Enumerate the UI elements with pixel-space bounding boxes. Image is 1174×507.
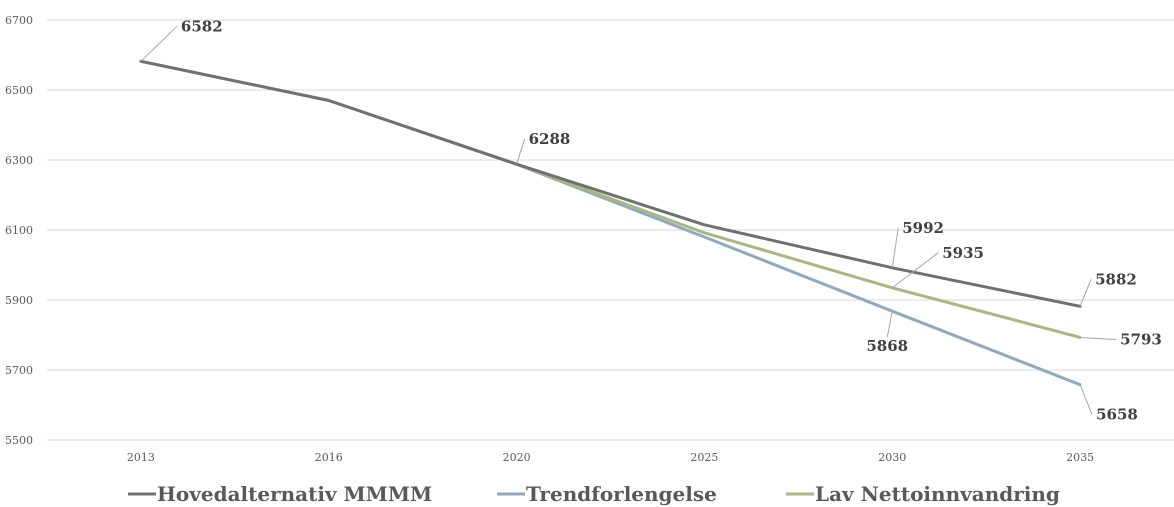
legend-label: Lav Nettoinnvandring — [815, 482, 1060, 506]
gridlines — [47, 19, 1174, 441]
y-axis-ticks: 6700 6500 6300 6100 5900 5700 5500 — [5, 14, 33, 447]
data-label: 5882 — [1095, 270, 1137, 288]
y-tick-label: 6100 — [5, 224, 33, 237]
data-label: 5868 — [866, 337, 908, 355]
y-tick-label: 5900 — [5, 294, 33, 307]
data-label: 5935 — [942, 244, 984, 262]
legend-label: Hovedalternativ MMMM — [157, 482, 432, 506]
x-tick-label: 2030 — [878, 451, 906, 464]
series-line-0 — [139, 59, 1082, 308]
y-tick-label: 6300 — [5, 154, 33, 167]
x-tick-label: 2025 — [690, 451, 718, 464]
data-label-leader — [886, 311, 893, 338]
y-tick-label: 6700 — [5, 14, 33, 27]
data-label: 5658 — [1096, 406, 1138, 424]
data-label-leader — [140, 25, 178, 62]
legend: Hovedalternativ MMMM Trendforlengelse Lav … — [128, 482, 1060, 506]
data-label: 6288 — [529, 130, 571, 148]
data-label-leader — [516, 139, 526, 165]
legend-label: Trendforlengelse — [526, 482, 717, 506]
data-label: 5992 — [902, 219, 944, 237]
data-label-leader — [1079, 384, 1093, 415]
data-label-leader — [891, 252, 939, 289]
series-lines — [139, 59, 1082, 387]
data-label-leader — [1080, 336, 1117, 340]
x-axis-ticks: 2013 2016 2020 2025 2030 2035 — [127, 451, 1094, 464]
data-label-leader — [1079, 279, 1092, 307]
data-labels: 6582 6288 5992 5935 5868 5882 5793 5658 — [140, 17, 1162, 424]
x-tick-label: 2020 — [503, 451, 531, 464]
data-label: 6582 — [181, 17, 223, 35]
y-tick-label: 5500 — [5, 434, 33, 447]
data-label: 5793 — [1120, 330, 1162, 348]
series-line-2 — [515, 162, 1082, 339]
y-tick-label: 6500 — [5, 84, 33, 97]
x-tick-label: 2013 — [127, 451, 155, 464]
data-label-leader — [891, 227, 899, 268]
x-tick-label: 2035 — [1066, 451, 1094, 464]
x-tick-label: 2016 — [315, 451, 343, 464]
y-tick-label: 5700 — [5, 364, 33, 377]
